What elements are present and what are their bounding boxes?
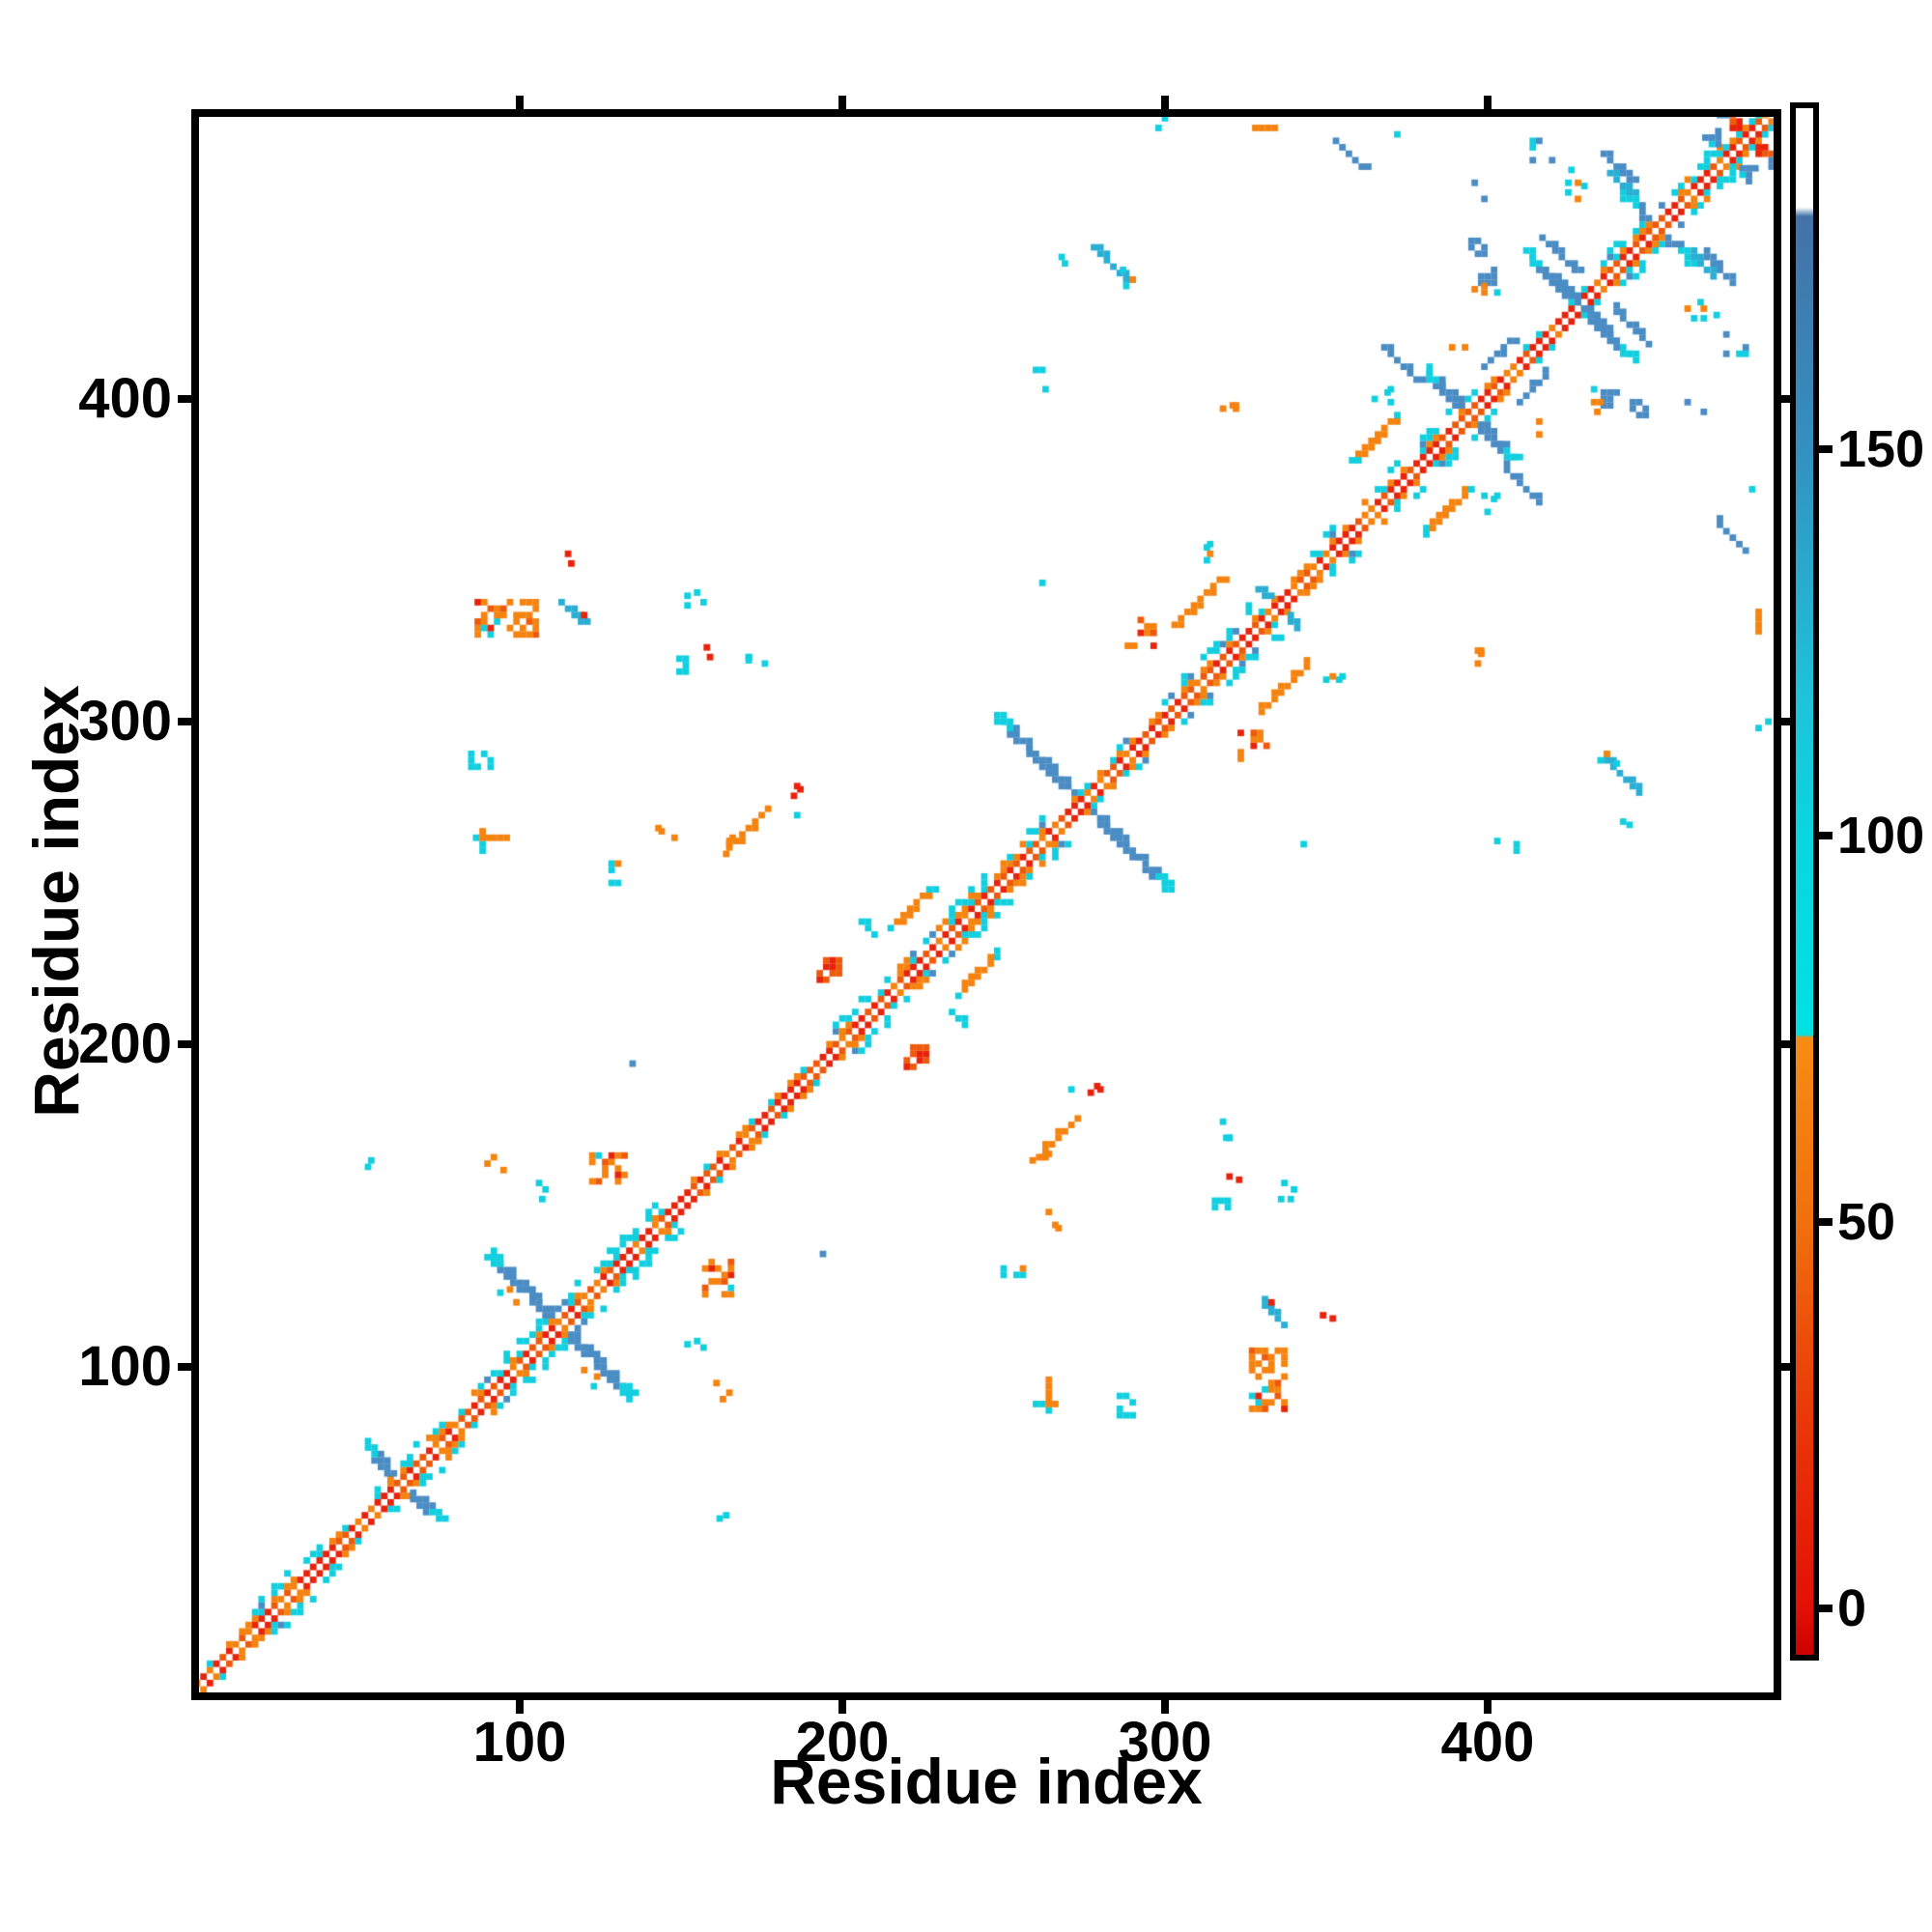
colorbar-tick-label: 150	[1837, 420, 1925, 478]
axis-tick-mark	[178, 1363, 191, 1371]
y-tick-label: 100	[78, 1335, 172, 1398]
y-tick-label: 300	[78, 690, 172, 753]
x-tick-label: 400	[1440, 1711, 1535, 1774]
axis-tick-mark	[1819, 832, 1833, 839]
axis-tick-mark	[1819, 1605, 1833, 1612]
axis-tick-mark	[1484, 96, 1492, 109]
colorbar-gradient	[1796, 108, 1813, 1655]
x-axis-title: Residue index	[770, 1746, 1203, 1817]
axis-tick-mark	[1161, 1700, 1169, 1714]
axis-tick-mark	[1819, 445, 1833, 453]
axis-tick-mark	[1781, 718, 1795, 725]
axis-tick-mark	[178, 395, 191, 403]
x-tick-label: 300	[1118, 1711, 1212, 1774]
axis-tick-mark	[838, 96, 846, 109]
colorbar-tick-label: 100	[1837, 807, 1925, 865]
y-tick-label: 400	[78, 367, 172, 430]
colorbar-tick-label: 50	[1837, 1193, 1896, 1251]
axis-tick-mark	[1781, 395, 1795, 403]
axis-tick-mark	[1161, 96, 1169, 109]
y-axis-title: Residue index	[20, 685, 92, 1118]
x-tick-label: 100	[472, 1711, 567, 1774]
axis-tick-mark	[178, 718, 191, 725]
contact-map-canvas	[199, 117, 1774, 1692]
axis-tick-mark	[1781, 1363, 1795, 1371]
axis-tick-mark	[1781, 1040, 1795, 1048]
axis-tick-mark	[178, 1040, 191, 1048]
axis-tick-mark	[516, 96, 524, 109]
x-tick-label: 200	[795, 1711, 890, 1774]
colorbar-tick-label: 0	[1837, 1579, 1867, 1637]
axis-tick-mark	[1484, 1700, 1492, 1714]
colorbar	[1790, 102, 1819, 1661]
axis-tick-mark	[1819, 1218, 1833, 1226]
axis-tick-mark	[516, 1700, 524, 1714]
axis-tick-mark	[838, 1700, 846, 1714]
y-tick-label: 200	[78, 1012, 172, 1075]
